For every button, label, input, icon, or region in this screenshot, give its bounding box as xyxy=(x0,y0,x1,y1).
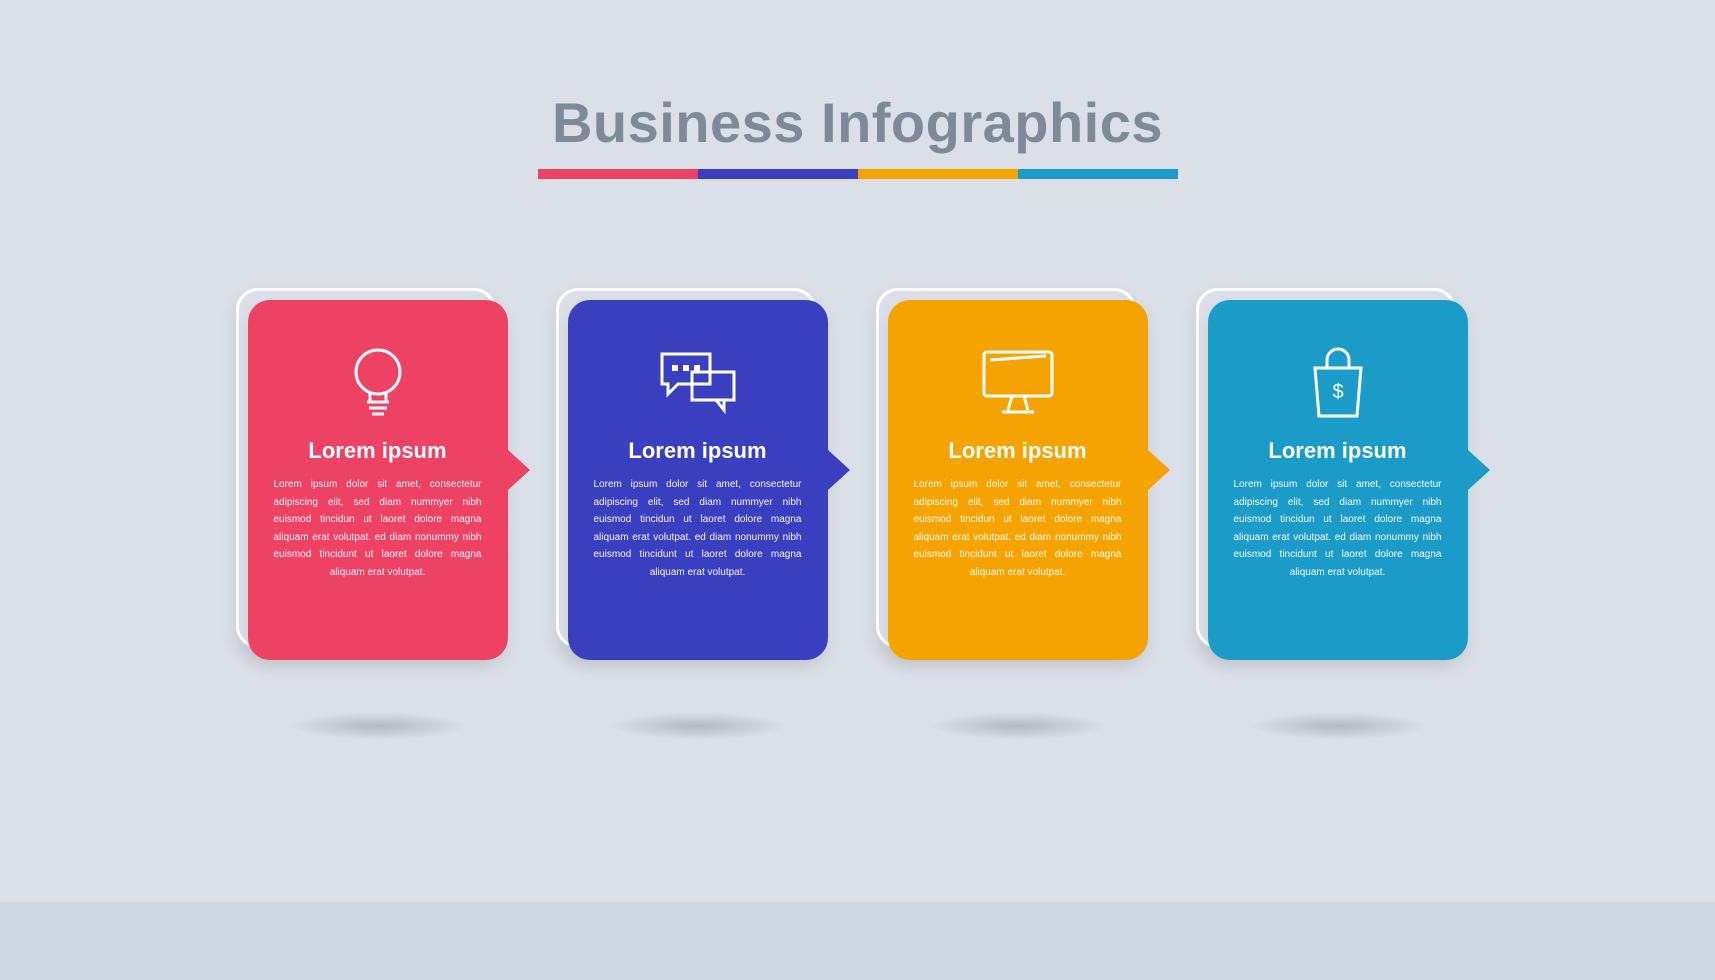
underline-segment-1 xyxy=(538,169,698,179)
card-text: Lorem ipsum dolor sit amet, consectetur … xyxy=(914,476,1122,581)
card-text: Lorem ipsum dolor sit amet, consectetur … xyxy=(594,476,802,581)
card-body-box: Lorem ipsum Lorem ipsum dolor sit amet, … xyxy=(888,300,1148,660)
card-body-box: Lorem ipsum Lorem ipsum dolor sit amet, … xyxy=(248,300,508,660)
title-block: Business Infographics xyxy=(0,90,1715,179)
card-4: $ Lorem ipsum Lorem ipsum dolor sit amet… xyxy=(1208,300,1468,660)
cards-row: Lorem ipsum Lorem ipsum dolor sit amet, … xyxy=(0,300,1715,660)
card-1: Lorem ipsum Lorem ipsum dolor sit amet, … xyxy=(248,300,508,660)
title-underline xyxy=(538,169,1178,179)
underline-segment-4 xyxy=(1018,169,1178,179)
svg-text:$: $ xyxy=(1332,381,1343,403)
monitor-icon xyxy=(978,328,1058,438)
lightbulb-icon xyxy=(347,328,409,438)
card-arrow xyxy=(1148,450,1170,490)
card-title: Lorem ipsum xyxy=(308,438,446,464)
card-title: Lorem ipsum xyxy=(1268,438,1406,464)
card-title: Lorem ipsum xyxy=(948,438,1086,464)
card-body-box: Lorem ipsum Lorem ipsum dolor sit amet, … xyxy=(568,300,828,660)
card-title: Lorem ipsum xyxy=(628,438,766,464)
card-3: Lorem ipsum Lorem ipsum dolor sit amet, … xyxy=(888,300,1148,660)
card-2: Lorem ipsum Lorem ipsum dolor sit amet, … xyxy=(568,300,828,660)
page-title: Business Infographics xyxy=(0,90,1715,155)
card-text: Lorem ipsum dolor sit amet, consectetur … xyxy=(1234,476,1442,581)
shopping-bag-icon: $ xyxy=(1305,328,1371,438)
card-arrow xyxy=(1468,450,1490,490)
floor-shadow xyxy=(928,712,1108,740)
floor-shadow xyxy=(1248,712,1428,740)
card-arrow xyxy=(508,450,530,490)
card-arrow xyxy=(828,450,850,490)
bottom-strip xyxy=(0,902,1715,980)
underline-segment-3 xyxy=(858,169,1018,179)
floor-shadow xyxy=(608,712,788,740)
underline-segment-2 xyxy=(698,169,858,179)
floor-shadow xyxy=(288,712,468,740)
card-body-box: $ Lorem ipsum Lorem ipsum dolor sit amet… xyxy=(1208,300,1468,660)
chat-icon xyxy=(656,328,740,438)
card-text: Lorem ipsum dolor sit amet, consectetur … xyxy=(274,476,482,581)
